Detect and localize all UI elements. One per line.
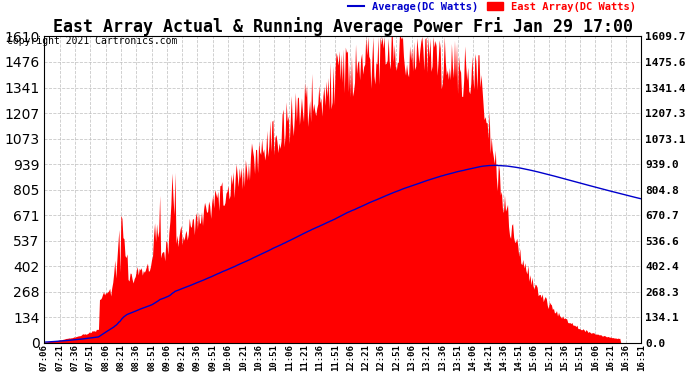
Legend: Average(DC Watts), East Array(DC Watts): Average(DC Watts), East Array(DC Watts) (348, 2, 636, 12)
Title: East Array Actual & Running Average Power Fri Jan 29 17:00: East Array Actual & Running Average Powe… (52, 17, 633, 36)
Text: Copyright 2021 Cartronics.com: Copyright 2021 Cartronics.com (7, 36, 177, 46)
